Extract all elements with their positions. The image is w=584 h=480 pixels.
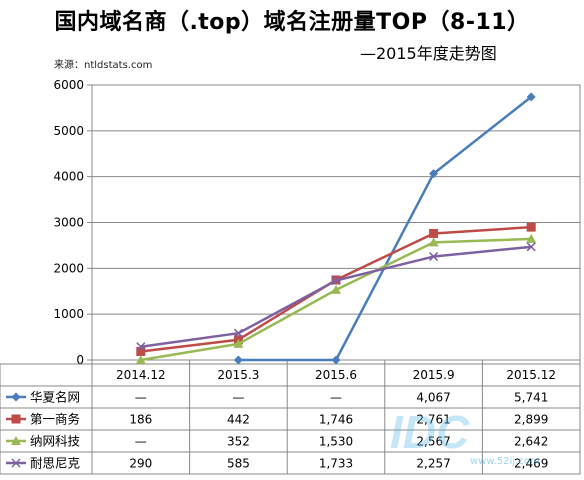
point-marker: [526, 242, 536, 252]
chart-subtitle: —2015年度走势图: [360, 44, 497, 63]
y-tick-label: 2000: [53, 261, 84, 275]
table-cell: 4,067: [416, 391, 450, 405]
y-tick-label: 1000: [53, 307, 84, 321]
point-marker: [136, 342, 146, 352]
point-marker: [11, 392, 21, 402]
y-tick-label: 4000: [53, 170, 84, 184]
point-marker: [233, 338, 244, 348]
y-tick-label: 0: [76, 353, 84, 367]
series-line: [140, 237, 532, 362]
x-tick-label: 2015.9: [413, 368, 455, 382]
point-marker: [136, 346, 146, 356]
point-marker: [526, 222, 536, 232]
legend-label: 第一商务: [30, 412, 80, 427]
watermark-site: www.52ij.com: [470, 456, 540, 467]
point-marker: [331, 284, 341, 294]
point-marker: [233, 328, 243, 338]
watermark-logo: IDC: [390, 406, 470, 458]
point-marker: [11, 436, 21, 445]
table-cell: 186: [129, 413, 152, 427]
point-marker: [429, 228, 439, 238]
point-marker: [429, 169, 439, 179]
point-marker: [429, 252, 439, 262]
series-4: [136, 242, 536, 352]
table-cell: 2,642: [514, 435, 548, 449]
series-3: [135, 233, 537, 364]
y-tick-label: 3000: [53, 216, 84, 230]
table-cell: 2,257: [416, 457, 450, 471]
point-marker: [11, 414, 21, 424]
legend-label: 耐思尼克: [30, 456, 80, 471]
point-marker: [331, 276, 341, 286]
point-marker: [331, 355, 341, 365]
table-cell: 2,469: [514, 457, 548, 471]
table-cell: 5,741: [514, 391, 548, 405]
table-cell: 352: [227, 435, 250, 449]
y-tick-label: 5000: [53, 124, 84, 138]
series-1: [233, 92, 536, 365]
source-note: 来源：ntldstats.com: [54, 60, 153, 71]
x-tick-label: 2015.3: [217, 368, 259, 382]
table-cell: 2,761: [416, 413, 450, 427]
table-cell: 1,530: [319, 435, 353, 449]
chart-title: 国内域名商（.top）域名注册量TOP（8-11）: [54, 10, 530, 35]
x-tick-label: 2015.12: [506, 368, 556, 382]
table-cell: 2,899: [514, 413, 548, 427]
point-marker: [135, 355, 146, 364]
legend-label: 纳网科技: [30, 434, 81, 449]
point-marker: [526, 92, 536, 102]
table-cell: —: [135, 435, 147, 449]
legend-label: 华夏名网: [30, 390, 80, 405]
point-marker: [526, 233, 537, 243]
table-cell: —: [330, 391, 342, 405]
table-cell: —: [135, 391, 147, 405]
table-cell: —: [232, 391, 244, 405]
table-cell: 1,746: [319, 413, 353, 427]
point-marker: [11, 458, 21, 468]
table-cell: 290: [129, 457, 152, 471]
table-cell: 585: [227, 457, 250, 471]
table-cell: 442: [227, 413, 250, 427]
point-marker: [428, 237, 439, 247]
y-tick-label: 6000: [53, 78, 84, 92]
series-line: [140, 245, 532, 348]
x-tick-label: 2015.6: [315, 368, 357, 382]
point-marker: [233, 355, 243, 365]
x-tick-label: 2014.12: [116, 368, 166, 382]
table-cell: 1,733: [319, 457, 353, 471]
table-cell: 2,567: [416, 435, 450, 449]
